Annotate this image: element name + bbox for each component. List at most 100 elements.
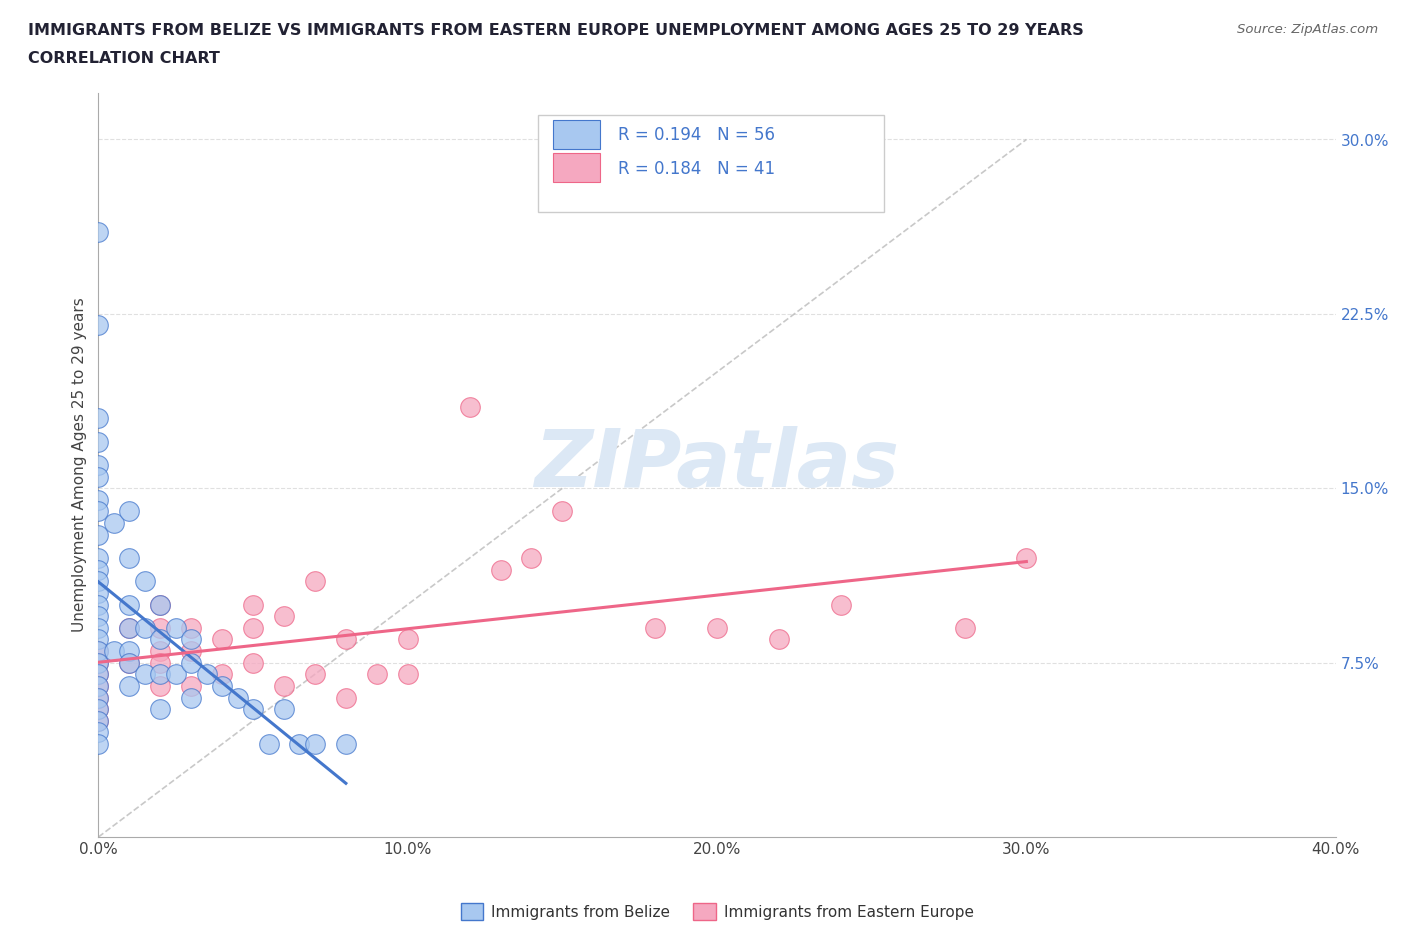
Point bbox=[118, 620, 141, 635]
Point bbox=[118, 551, 141, 565]
Point bbox=[87, 702, 110, 717]
Point bbox=[304, 667, 326, 682]
Point bbox=[165, 620, 187, 635]
Point bbox=[87, 702, 110, 717]
Point bbox=[87, 667, 110, 682]
Point bbox=[118, 644, 141, 658]
Point bbox=[304, 737, 326, 751]
Point bbox=[134, 620, 156, 635]
Point bbox=[87, 470, 110, 485]
Point bbox=[87, 504, 110, 519]
Point bbox=[257, 737, 280, 751]
Point bbox=[273, 679, 295, 694]
Point bbox=[211, 632, 233, 647]
FancyBboxPatch shape bbox=[553, 153, 599, 182]
Point bbox=[87, 667, 110, 682]
Point bbox=[87, 562, 110, 577]
Point bbox=[396, 632, 419, 647]
Point bbox=[87, 656, 110, 671]
Point bbox=[335, 737, 357, 751]
Legend: Immigrants from Belize, Immigrants from Eastern Europe: Immigrants from Belize, Immigrants from … bbox=[454, 897, 980, 926]
Text: IMMIGRANTS FROM BELIZE VS IMMIGRANTS FROM EASTERN EUROPE UNEMPLOYMENT AMONG AGES: IMMIGRANTS FROM BELIZE VS IMMIGRANTS FRO… bbox=[28, 23, 1084, 38]
Point bbox=[118, 656, 141, 671]
Point bbox=[87, 225, 110, 240]
Point bbox=[242, 702, 264, 717]
Point bbox=[87, 458, 110, 472]
Point bbox=[87, 656, 110, 671]
Point bbox=[242, 656, 264, 671]
Point bbox=[87, 644, 110, 658]
Point bbox=[195, 667, 218, 682]
Point bbox=[953, 620, 976, 635]
Point bbox=[458, 400, 481, 415]
Point bbox=[335, 690, 357, 705]
Text: R = 0.184   N = 41: R = 0.184 N = 41 bbox=[619, 160, 775, 178]
Text: ZIPatlas: ZIPatlas bbox=[534, 426, 900, 504]
Point bbox=[644, 620, 666, 635]
Point bbox=[226, 690, 249, 705]
Point bbox=[149, 632, 172, 647]
Point bbox=[180, 679, 202, 694]
Point bbox=[396, 667, 419, 682]
Point bbox=[149, 667, 172, 682]
Point bbox=[211, 667, 233, 682]
Point bbox=[87, 679, 110, 694]
Point bbox=[149, 620, 172, 635]
Point bbox=[134, 574, 156, 589]
Point bbox=[87, 713, 110, 728]
Point bbox=[103, 644, 125, 658]
Point bbox=[180, 644, 202, 658]
Point bbox=[1015, 551, 1038, 565]
Point bbox=[242, 597, 264, 612]
Point bbox=[551, 504, 574, 519]
Point bbox=[118, 679, 141, 694]
Point bbox=[118, 620, 141, 635]
Point bbox=[87, 434, 110, 449]
Text: Source: ZipAtlas.com: Source: ZipAtlas.com bbox=[1237, 23, 1378, 36]
Point bbox=[118, 597, 141, 612]
Point bbox=[180, 620, 202, 635]
Text: R = 0.194   N = 56: R = 0.194 N = 56 bbox=[619, 126, 775, 144]
Point bbox=[87, 551, 110, 565]
Point bbox=[335, 632, 357, 647]
Point bbox=[273, 609, 295, 624]
Point bbox=[87, 713, 110, 728]
Point bbox=[149, 597, 172, 612]
Point bbox=[706, 620, 728, 635]
Point bbox=[87, 574, 110, 589]
Point bbox=[149, 597, 172, 612]
Point bbox=[134, 667, 156, 682]
Point bbox=[87, 411, 110, 426]
Point bbox=[149, 656, 172, 671]
Point bbox=[87, 527, 110, 542]
Point bbox=[103, 516, 125, 531]
Point bbox=[87, 609, 110, 624]
FancyBboxPatch shape bbox=[537, 115, 884, 212]
Point bbox=[118, 656, 141, 671]
Point bbox=[149, 644, 172, 658]
Point bbox=[87, 644, 110, 658]
Point bbox=[211, 679, 233, 694]
Point bbox=[180, 632, 202, 647]
Point bbox=[87, 690, 110, 705]
Point bbox=[87, 493, 110, 508]
Point bbox=[87, 632, 110, 647]
Point bbox=[87, 725, 110, 740]
Point bbox=[149, 702, 172, 717]
Point bbox=[489, 562, 512, 577]
Point bbox=[87, 586, 110, 601]
Point bbox=[273, 702, 295, 717]
Point bbox=[180, 656, 202, 671]
Point bbox=[87, 737, 110, 751]
Point bbox=[180, 690, 202, 705]
Point bbox=[830, 597, 852, 612]
Point bbox=[118, 504, 141, 519]
Point bbox=[242, 620, 264, 635]
Point bbox=[768, 632, 790, 647]
Point bbox=[304, 574, 326, 589]
Point bbox=[87, 690, 110, 705]
Point bbox=[366, 667, 388, 682]
Point bbox=[520, 551, 543, 565]
Y-axis label: Unemployment Among Ages 25 to 29 years: Unemployment Among Ages 25 to 29 years bbox=[72, 298, 87, 632]
FancyBboxPatch shape bbox=[553, 120, 599, 149]
